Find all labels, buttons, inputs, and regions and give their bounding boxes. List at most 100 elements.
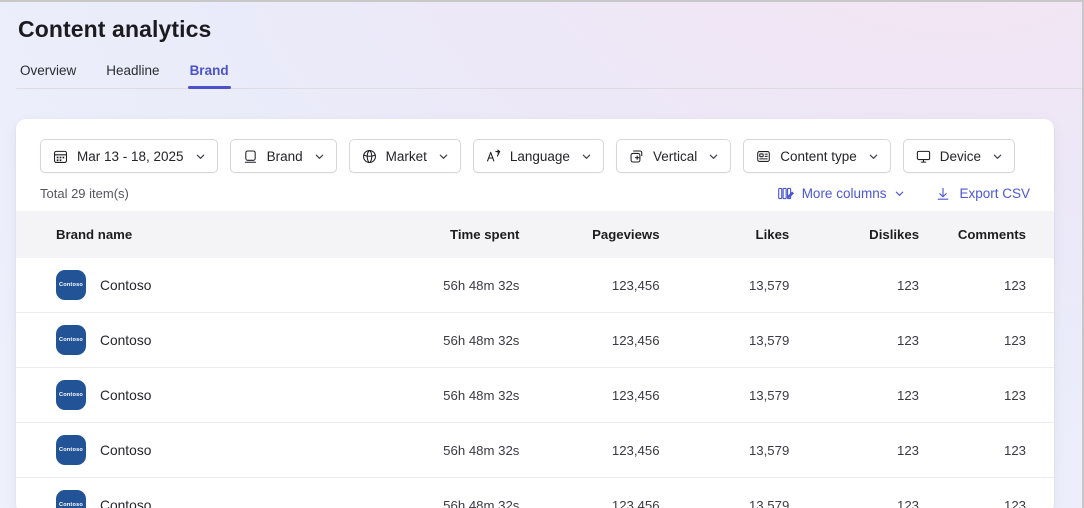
tab-bar: Overview Headline Brand	[16, 59, 1082, 89]
chevron-down-icon	[438, 151, 449, 162]
page-header: Content analytics Overview Headline Brand	[0, 2, 1082, 89]
column-header-likes[interactable]: Likes	[659, 211, 790, 258]
cell-likes: 13,579	[659, 367, 790, 423]
cell-pageviews: 123,456	[519, 477, 660, 508]
cell-brand-name: Contoso Contoso	[16, 422, 369, 478]
monitor-icon	[915, 148, 932, 165]
export-csv-button[interactable]: Export CSV	[935, 186, 1030, 202]
column-header-time-spent[interactable]: Time spent	[368, 211, 520, 258]
tab-brand[interactable]: Brand	[187, 59, 231, 89]
filter-mar-13-18-2025[interactable]: Mar 13 - 18, 2025	[40, 139, 218, 173]
cell-brand-name: Contoso Contoso	[16, 312, 369, 368]
cell-dislikes: 123	[789, 422, 920, 478]
more-columns-button[interactable]: More columns	[777, 185, 906, 202]
table-row[interactable]: Contoso Contoso 56h 48m 32s 123,456 13,579 12…	[16, 312, 1054, 368]
cell-pageviews: 123,456	[519, 367, 660, 423]
display-icon	[242, 148, 259, 165]
brand-name-label: Contoso	[100, 442, 152, 458]
cell-comments: 123	[919, 258, 1054, 313]
chevron-down-icon	[195, 151, 206, 162]
column-header-brand-name[interactable]: Brand name	[16, 211, 369, 258]
table-header-row: Brand name Time spent Pageviews Likes Dislik…	[16, 211, 1054, 258]
cell-likes: 13,579	[659, 422, 790, 478]
avatar-label: Contoso	[58, 502, 84, 508]
calendar-icon	[52, 148, 69, 165]
cell-dislikes: 123	[789, 258, 920, 313]
table-row[interactable]: Contoso Contoso 56h 48m 32s 123,456 13,579 12…	[16, 477, 1054, 508]
avatar-label: Contoso	[58, 337, 84, 343]
avatar-label: Contoso	[58, 392, 84, 398]
cell-time-spent: 56h 48m 32s	[368, 367, 520, 423]
chevron-down-icon	[708, 151, 719, 162]
filter-language[interactable]: Language	[472, 139, 604, 173]
brand-name-label: Contoso	[100, 497, 152, 508]
columns-edit-icon	[777, 185, 794, 202]
filter-label: Market	[385, 148, 427, 164]
filter-label: Brand	[266, 148, 303, 164]
table-row[interactable]: Contoso Contoso 56h 48m 32s 123,456 13,579 12…	[16, 422, 1054, 478]
analytics-card: Mar 13 - 18, 2025 Brand Market Language Vert…	[16, 119, 1054, 508]
download-icon	[935, 186, 951, 202]
tab-headline[interactable]: Headline	[104, 59, 161, 88]
chevron-down-icon	[868, 151, 879, 162]
export-csv-label: Export CSV	[959, 186, 1030, 201]
filter-label: Vertical	[652, 148, 698, 164]
brand-analytics-table: Brand name Time spent Pageviews Likes Dislik…	[16, 211, 1054, 508]
filter-label: Device	[939, 148, 982, 164]
cell-time-spent: 56h 48m 32s	[368, 258, 520, 313]
filter-vertical[interactable]: Vertical	[615, 139, 732, 173]
avatar: Contoso	[56, 380, 86, 410]
cell-brand-name: Contoso Contoso	[16, 367, 369, 423]
tab-overview[interactable]: Overview	[18, 59, 78, 88]
avatar: Contoso	[56, 435, 86, 465]
cell-dislikes: 123	[789, 367, 920, 423]
filter-market[interactable]: Market	[348, 139, 461, 173]
avatar-label: Contoso	[58, 282, 84, 288]
globe-icon	[361, 148, 378, 165]
avatar: Contoso	[56, 270, 86, 300]
cell-brand-name: Contoso Contoso	[16, 258, 369, 313]
cell-dislikes: 123	[789, 477, 920, 508]
chevron-down-icon	[894, 188, 905, 199]
cell-time-spent: 56h 48m 32s	[368, 312, 520, 368]
table-row[interactable]: Contoso Contoso 56h 48m 32s 123,456 13,579 12…	[16, 367, 1054, 423]
chevron-down-icon	[314, 151, 325, 162]
column-header-dislikes[interactable]: Dislikes	[789, 211, 920, 258]
translate-icon	[485, 148, 502, 165]
filter-label: Language	[509, 148, 570, 164]
filter-label: Content type	[780, 148, 857, 164]
column-header-pageviews[interactable]: Pageviews	[519, 211, 660, 258]
cell-comments: 123	[919, 422, 1054, 478]
filter-content-type[interactable]: Content type	[743, 139, 891, 173]
total-items-label: Total 29 item(s)	[40, 186, 129, 201]
cell-likes: 13,579	[659, 477, 790, 508]
cell-comments: 123	[919, 477, 1054, 508]
cell-pageviews: 123,456	[519, 312, 660, 368]
table-body: Contoso Contoso 56h 48m 32s 123,456 13,579 12…	[16, 258, 1054, 508]
filter-label: Mar 13 - 18, 2025	[77, 148, 184, 164]
cell-brand-name: Contoso Contoso	[16, 477, 369, 508]
avatar: Contoso	[56, 325, 86, 355]
avatar-label: Contoso	[58, 447, 84, 453]
page-title: Content analytics	[18, 16, 212, 42]
chevron-down-icon	[992, 151, 1003, 162]
more-columns-label: More columns	[801, 186, 887, 201]
brand-name-label: Contoso	[100, 387, 152, 403]
table-header: Brand name Time spent Pageviews Likes Dislik…	[16, 211, 1054, 258]
cell-comments: 123	[919, 367, 1054, 423]
filter-device[interactable]: Device	[902, 139, 1016, 173]
cell-likes: 13,579	[659, 258, 790, 313]
brand-name-label: Contoso	[100, 277, 152, 293]
filter-brand[interactable]: Brand	[229, 139, 337, 173]
avatar: Contoso	[56, 490, 86, 508]
cell-dislikes: 123	[789, 312, 920, 368]
column-header-comments[interactable]: Comments	[919, 211, 1054, 258]
table-toolbar: Total 29 item(s) More columns	[16, 173, 1054, 211]
table-row[interactable]: Contoso Contoso 56h 48m 32s 123,456 13,579 12…	[16, 258, 1054, 313]
cell-time-spent: 56h 48m 32s	[368, 422, 520, 478]
brand-name-label: Contoso	[100, 332, 152, 348]
cell-pageviews: 123,456	[519, 422, 660, 478]
toolbar-actions: More columns Export CSV	[777, 185, 1030, 202]
article-icon	[755, 148, 772, 165]
